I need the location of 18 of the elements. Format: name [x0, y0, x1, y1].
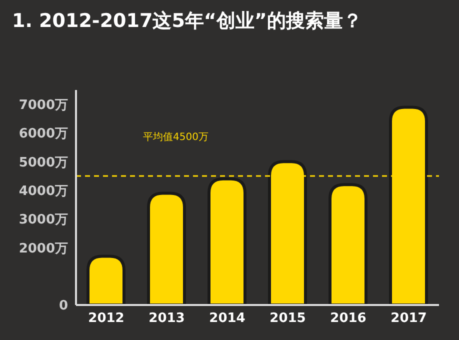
x-tick-label: 2014	[209, 311, 246, 326]
y-tick-label: 6000万	[18, 126, 68, 142]
y-tick-label: 3000万	[18, 212, 68, 228]
bar	[328, 183, 368, 305]
y-tick-label: 7000万	[18, 98, 68, 113]
ref-line-label: 平均值4500万	[143, 131, 208, 144]
x-tick-label: 2013	[148, 311, 185, 326]
y-tick-label: 2000万	[18, 241, 68, 256]
x-tick-label: 2012	[88, 311, 124, 326]
x-tick-label: 2017	[390, 311, 427, 326]
chart-title: 1. 2012-2017这5年“创业”的搜索量？	[12, 9, 362, 34]
bar	[86, 254, 126, 305]
y-tick-label: 5000万	[18, 155, 68, 170]
x-tick-label: 2015	[270, 311, 306, 326]
y-tick-label: 0	[58, 298, 68, 314]
x-tick-label: 2016	[330, 311, 366, 326]
bar	[147, 192, 186, 305]
y-tick-label: 4000万	[18, 184, 68, 199]
